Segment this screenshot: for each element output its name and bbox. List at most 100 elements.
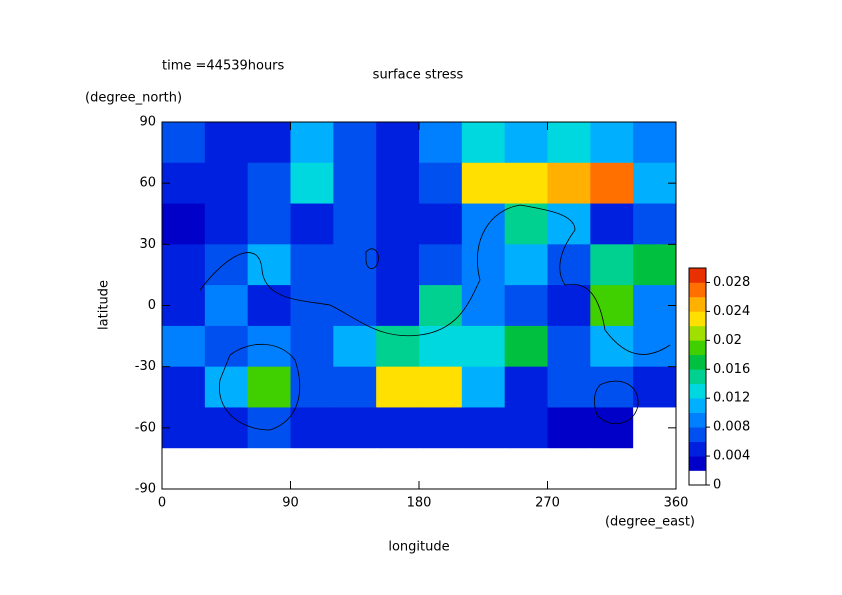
cell bbox=[162, 448, 206, 490]
y-tick-label: 60 bbox=[139, 176, 156, 191]
cell bbox=[376, 407, 420, 449]
colorbar-tick-label: 0.008 bbox=[713, 420, 750, 435]
x-axis-label: longitude bbox=[388, 540, 449, 555]
cell bbox=[376, 162, 420, 205]
cell bbox=[247, 325, 291, 368]
cell bbox=[590, 325, 634, 368]
cell bbox=[333, 366, 377, 408]
cell bbox=[204, 448, 249, 490]
cell bbox=[290, 162, 334, 205]
cell bbox=[461, 285, 506, 327]
cell bbox=[590, 407, 634, 449]
cell bbox=[590, 203, 634, 245]
cell bbox=[333, 122, 377, 164]
colorbar-band bbox=[689, 325, 706, 341]
cell bbox=[504, 448, 548, 490]
colorbar: 0 0.004 0.008 0.012 0.016 0.02 0.024 0.028 bbox=[688, 267, 750, 493]
y-tick-label: 30 bbox=[139, 237, 156, 252]
x-unit: (degree_east) bbox=[605, 515, 695, 530]
colorbar-band bbox=[689, 311, 706, 327]
cell bbox=[590, 366, 634, 408]
y-axis-label: latitude bbox=[97, 280, 112, 330]
colorbar-band bbox=[689, 427, 706, 442]
cell bbox=[461, 162, 506, 205]
cell bbox=[633, 325, 677, 368]
colorbar-frame bbox=[688, 267, 707, 486]
cell bbox=[547, 448, 591, 490]
colorbar-tick-label: 0.028 bbox=[713, 275, 750, 290]
coastlines bbox=[199, 204, 671, 431]
cell bbox=[547, 162, 591, 205]
cell bbox=[419, 366, 463, 408]
cell bbox=[547, 366, 591, 408]
colorbar-band bbox=[689, 354, 706, 370]
cell bbox=[204, 285, 249, 327]
cell bbox=[590, 162, 634, 205]
colorbar-tick-label: 0 bbox=[713, 478, 721, 493]
cell bbox=[376, 325, 420, 368]
y-tick-label: -30 bbox=[135, 359, 156, 374]
cell bbox=[290, 366, 334, 408]
cell bbox=[247, 285, 291, 327]
cell bbox=[247, 122, 291, 164]
cell bbox=[376, 366, 420, 408]
cell bbox=[504, 162, 548, 205]
cell bbox=[376, 285, 420, 327]
colorbar-band bbox=[689, 398, 706, 413]
cell bbox=[333, 448, 377, 490]
cell bbox=[590, 285, 634, 327]
cell bbox=[504, 407, 548, 449]
cell bbox=[504, 244, 548, 286]
colorbar-band bbox=[689, 383, 706, 399]
colorbar-band bbox=[689, 470, 706, 486]
cell bbox=[376, 244, 420, 286]
y-tick-label: -90 bbox=[135, 482, 156, 497]
cell bbox=[204, 366, 249, 408]
colorbar-band bbox=[689, 412, 706, 428]
x-tick-label: 270 bbox=[535, 496, 560, 511]
cell bbox=[204, 325, 249, 368]
cell bbox=[461, 448, 506, 490]
cell bbox=[419, 203, 463, 245]
cell bbox=[547, 244, 591, 286]
colorbar-tick-label: 0.012 bbox=[713, 391, 750, 406]
cell bbox=[333, 162, 377, 205]
cell bbox=[290, 407, 334, 449]
cell bbox=[333, 285, 377, 327]
colorbar-band bbox=[689, 369, 706, 385]
cell bbox=[419, 285, 463, 327]
cell bbox=[247, 244, 291, 286]
cell bbox=[633, 203, 677, 245]
cell bbox=[590, 448, 634, 490]
cell bbox=[204, 122, 249, 164]
colorbar-tick-label: 0.016 bbox=[713, 362, 750, 377]
cell bbox=[461, 325, 506, 368]
x-tick-label: 360 bbox=[664, 496, 689, 511]
cell bbox=[504, 122, 548, 164]
cell bbox=[590, 244, 634, 286]
cell bbox=[162, 244, 206, 286]
cell bbox=[547, 285, 591, 327]
cell bbox=[290, 122, 334, 164]
cell bbox=[547, 407, 591, 449]
chart-subtitle: time =44539hours bbox=[162, 59, 285, 74]
cell bbox=[290, 448, 334, 490]
cell bbox=[547, 122, 591, 164]
y-tick-label: 0 bbox=[148, 298, 156, 313]
cell bbox=[290, 244, 334, 286]
cell bbox=[547, 325, 591, 368]
cell bbox=[162, 203, 206, 245]
cell bbox=[247, 448, 291, 490]
cell bbox=[204, 162, 249, 205]
cell bbox=[247, 366, 291, 408]
cell bbox=[461, 407, 506, 449]
colorbar-tick-label: 0.02 bbox=[713, 333, 742, 348]
colorbar-band bbox=[689, 296, 706, 312]
cell bbox=[333, 407, 377, 449]
cell bbox=[419, 162, 463, 205]
cell bbox=[419, 122, 463, 164]
cell bbox=[504, 366, 548, 408]
y-unit: (degree_north) bbox=[85, 91, 182, 106]
cell bbox=[333, 203, 377, 245]
cell bbox=[290, 325, 334, 368]
